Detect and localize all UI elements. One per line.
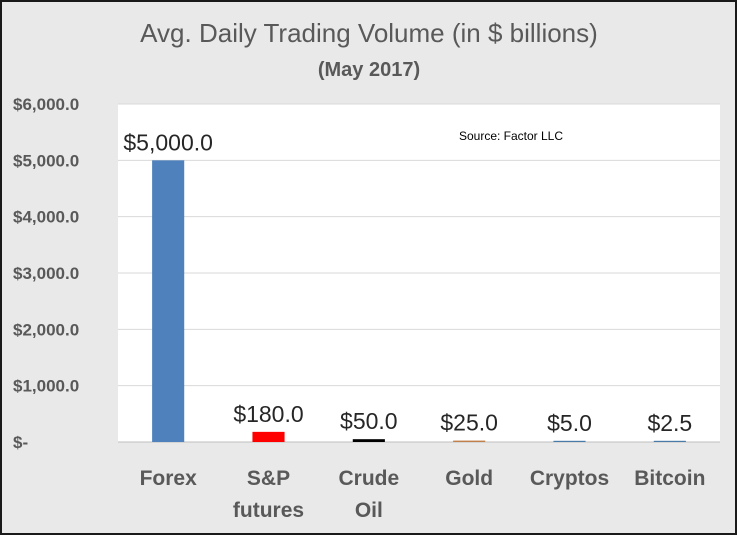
bar: [553, 440, 586, 442]
y-tick-label: $2,000.0: [13, 320, 79, 339]
bar: [453, 440, 486, 442]
y-tick-label: $5,000.0: [13, 151, 79, 170]
x-tick-label: Gold: [445, 467, 493, 490]
x-tick-label: Crude: [338, 467, 399, 490]
y-tick-label: $4,000.0: [13, 208, 79, 227]
chart-subtitle: (May 2017): [318, 59, 420, 81]
data-label: $2.5: [647, 410, 692, 436]
data-label: $180.0: [233, 401, 303, 427]
x-tick-label: S&P: [247, 467, 290, 490]
source-note: Source: Factor LLC: [459, 129, 563, 143]
x-tick-label: Forex: [140, 467, 198, 490]
data-label: $5,000.0: [123, 129, 213, 155]
data-labels: $5,000.0 $180.0 $50.0 $25.0 $5.0 $2.5: [123, 129, 692, 435]
y-tick-label: $3,000.0: [13, 264, 79, 283]
bars: [152, 160, 686, 443]
y-tick-label: $6,000.0: [13, 95, 79, 114]
bar: [152, 160, 185, 443]
x-tick-label: Cryptos: [530, 467, 609, 490]
x-axis-ticks: Forex S&P futures Crude Oil Gold Cryptos Bitcoi…: [140, 467, 706, 522]
grid-lines: [118, 103, 720, 387]
bar: [653, 440, 686, 442]
x-tick-label: futures: [233, 499, 304, 522]
data-label: $25.0: [440, 410, 498, 436]
bar: [352, 439, 385, 442]
y-axis-ticks: $- $1,000.0 $2,000.0 $3,000.0 $4,000.0 $5,000…: [13, 95, 79, 452]
y-tick-label: $1,000.0: [13, 377, 79, 396]
x-tick-label: Oil: [355, 499, 383, 522]
data-label: $5.0: [547, 410, 592, 436]
x-tick-label: Bitcoin: [634, 467, 705, 490]
data-label: $50.0: [340, 408, 398, 434]
chart-title: Avg. Daily Trading Volume (in $ billions…: [140, 18, 598, 48]
y-tick-label: $-: [13, 433, 28, 452]
bar: [252, 431, 285, 442]
